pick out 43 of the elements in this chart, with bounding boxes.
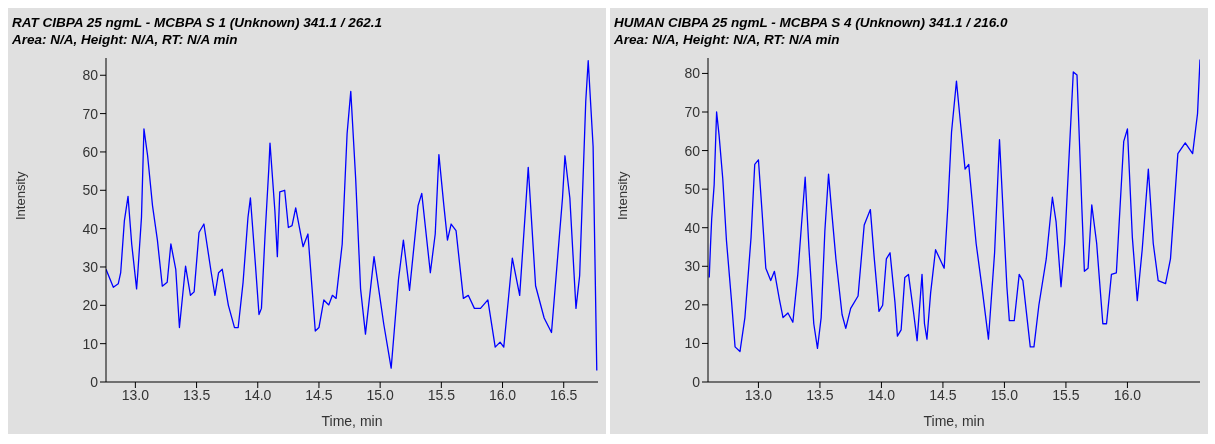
y-tick-label: 70 [82, 105, 99, 122]
y-tick-label: 30 [684, 258, 701, 275]
y-tick-label: 40 [684, 219, 701, 236]
x-axis-title: Time, min [321, 413, 383, 429]
y-tick-label: 20 [684, 296, 701, 313]
x-tick-label: 16.0 [488, 386, 517, 403]
y-tick-label: 0 [90, 373, 99, 390]
y-tick-label: 30 [82, 258, 99, 275]
x-tick-label: 15.5 [1052, 386, 1080, 403]
y-tick-label: 50 [684, 181, 701, 198]
y-tick-label: 40 [82, 220, 99, 237]
x-tick-label: 16.0 [1113, 386, 1142, 403]
y-tick-label: 0 [692, 373, 701, 390]
x-axis-title: Time, min [923, 413, 985, 429]
line-series [106, 60, 598, 372]
x-tick-label: 15.5 [427, 386, 456, 403]
x-tick-label: 13.5 [182, 386, 211, 403]
x-tick-label: 16.5 [550, 386, 578, 403]
chart-title: HUMAN CIBPA 25 ngmL - MCBPA S 4 (Unknown) 341.1 / 216.0 [614, 14, 1009, 31]
x-tick-label: 13.0 [744, 386, 773, 403]
y-axis-title: Intensity [614, 171, 630, 220]
x-tick-label: 15.0 [366, 386, 394, 403]
chart-subtitle: Area: N/A, Height: N/A, RT: N/A min [614, 31, 841, 48]
y-tick-label: 80 [82, 67, 99, 84]
line-series [708, 58, 1200, 353]
chart-subtitle: Area: N/A, Height: N/A, RT: N/A min [12, 31, 239, 48]
x-tick-label: 13.0 [121, 386, 150, 403]
y-tick-label: 60 [684, 142, 701, 159]
y-tick-label: 70 [684, 103, 701, 120]
x-tick-label: 14.0 [867, 386, 896, 403]
x-tick-label: 15.0 [990, 386, 1019, 403]
x-tick-label: 13.5 [806, 386, 834, 403]
chart-title: RAT CIBPA 25 ngmL - MCBPA S 1 (Unknown) 341.1 / 262.1 [12, 14, 384, 31]
x-tick-label: 14.0 [244, 386, 272, 403]
x-tick-label: 14.5 [929, 386, 957, 403]
y-tick-label: 60 [82, 143, 99, 160]
y-tick-label: 10 [82, 335, 99, 352]
x-tick-label: 14.5 [305, 386, 333, 403]
y-tick-label: 80 [684, 65, 701, 82]
y-tick-label: 50 [82, 182, 99, 199]
y-axis-title: Intensity [12, 171, 28, 220]
y-tick-label: 10 [684, 335, 701, 352]
y-tick-label: 20 [82, 297, 99, 314]
